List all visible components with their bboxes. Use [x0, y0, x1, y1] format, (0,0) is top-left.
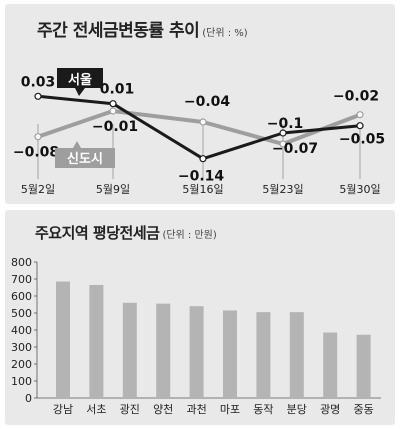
- data-point: [199, 155, 207, 163]
- data-label-newtown: −0.01: [92, 119, 138, 135]
- bar-chart-title: 주요지역 평당전세금 (단위 : 만원): [35, 224, 217, 242]
- y-tick-label: 200: [11, 358, 32, 371]
- bar: [89, 284, 104, 398]
- bar: [56, 281, 70, 398]
- data-point: [34, 133, 42, 141]
- data-point: [356, 122, 364, 130]
- series-line-newtown: [37, 109, 361, 146]
- bar: [256, 312, 271, 398]
- x-tick-label: 분당: [287, 403, 307, 416]
- bar-chart: 0 100 200 300 400 500 600 700 800 강남 서초 광진 양천 과천 마포 동작 분…: [11, 256, 381, 416]
- x-tick-label: 마포: [220, 403, 240, 416]
- bar: [289, 312, 304, 398]
- data-point: [199, 118, 207, 126]
- y-tick-label: 0: [25, 392, 32, 405]
- bar: [323, 332, 338, 398]
- data-label-newtown: −0.08: [13, 145, 59, 161]
- data-point: [109, 107, 117, 115]
- x-tick-label: 광명: [320, 403, 340, 416]
- data-label-newtown: −0.1: [267, 116, 304, 132]
- data-point: [279, 140, 287, 148]
- bar: [223, 310, 237, 398]
- data-label-newtown: −0.02: [333, 89, 379, 105]
- x-tick-label: 동작: [253, 403, 273, 416]
- data-label-seoul: −0.14: [178, 169, 225, 185]
- y-tick-label: 400: [11, 324, 32, 337]
- x-tick-label: 5월2일: [21, 182, 55, 196]
- y-tick-label: 500: [11, 307, 32, 320]
- y-tick-label: 800: [11, 256, 32, 269]
- line-chart-title: 주간 전세금변동률 추이 (단위 : %): [37, 21, 248, 41]
- legend-label-newtown: 신도시: [67, 152, 103, 167]
- data-point: [34, 92, 42, 100]
- data-point: [279, 129, 287, 137]
- x-tick-label: 5월30일: [339, 182, 380, 196]
- x-tick-label: 중동: [353, 403, 373, 416]
- bar: [122, 302, 137, 398]
- y-tick-label: 100: [11, 375, 32, 388]
- legend-badge-seoul: [57, 68, 103, 96]
- bar: [156, 303, 171, 398]
- x-tick-label: 과천: [186, 402, 206, 416]
- data-label-newtown: −0.04: [184, 94, 231, 110]
- regional-rent-panel: 주요지역 평당전세금 (단위 : 만원) 0 100 200 300 400 500 600 7…: [5, 210, 395, 425]
- x-tick-label: 광진: [120, 403, 140, 416]
- line-chart-unit: (단위 : %): [202, 28, 248, 39]
- data-point: [109, 100, 117, 108]
- x-tick-label: 5월9일: [96, 182, 130, 196]
- x-tick-label: 양천: [153, 402, 173, 416]
- legend-label-seoul: 서울: [68, 72, 92, 88]
- x-tick-label: 서초: [86, 403, 106, 416]
- y-tick-label: 600: [11, 290, 32, 303]
- data-label-seoul: 0.01: [100, 82, 135, 98]
- bar: [356, 334, 371, 398]
- data-label-seoul: 0.03: [21, 74, 56, 90]
- weekly-change-panel: 주간 전세금변동률 추이 (단위 : %) 5월2일 5월9일 5월16일 5월23일 5…: [5, 4, 395, 204]
- legend-badge-newtown: [55, 141, 115, 168]
- data-label-seoul: −0.05: [339, 132, 385, 148]
- x-tick-label: 강남: [53, 403, 73, 416]
- x-tick-label: 5월23일: [262, 182, 303, 196]
- bar: [189, 306, 204, 398]
- x-tick-label: 5월16일: [182, 182, 223, 196]
- data-point: [356, 111, 364, 119]
- line-chart: 5월2일 5월9일 5월16일 5월23일 5월30일 0.03 0.01 −0.14 −0.0…: [13, 68, 385, 196]
- data-label-seoul: −0.07: [272, 141, 318, 157]
- bar-chart-unit: (단위 : 만원): [162, 230, 217, 241]
- y-tick-label: 300: [11, 341, 32, 354]
- y-tick-label: 700: [11, 273, 32, 286]
